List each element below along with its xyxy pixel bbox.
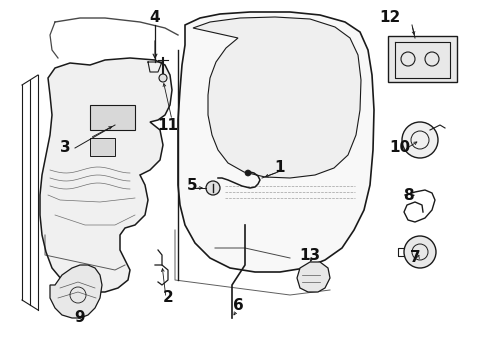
FancyBboxPatch shape (388, 36, 457, 82)
Polygon shape (297, 262, 330, 292)
Text: 12: 12 (379, 10, 401, 26)
Polygon shape (193, 17, 361, 178)
Text: 6: 6 (233, 297, 244, 312)
Circle shape (206, 181, 220, 195)
Text: 7: 7 (410, 251, 420, 266)
Text: 3: 3 (60, 140, 70, 156)
Text: 5: 5 (187, 177, 197, 193)
Polygon shape (40, 58, 172, 292)
Circle shape (402, 122, 438, 158)
Polygon shape (178, 12, 374, 272)
FancyBboxPatch shape (90, 105, 135, 130)
Text: 10: 10 (390, 140, 411, 156)
Text: 9: 9 (74, 310, 85, 325)
Text: 11: 11 (157, 117, 178, 132)
FancyBboxPatch shape (90, 138, 115, 156)
Circle shape (404, 236, 436, 268)
Circle shape (245, 170, 251, 176)
Text: 1: 1 (275, 161, 285, 175)
Polygon shape (50, 265, 102, 318)
Text: 13: 13 (299, 248, 320, 262)
Circle shape (159, 74, 167, 82)
Text: 2: 2 (163, 291, 173, 306)
Text: 4: 4 (149, 10, 160, 26)
Text: 8: 8 (403, 188, 413, 202)
